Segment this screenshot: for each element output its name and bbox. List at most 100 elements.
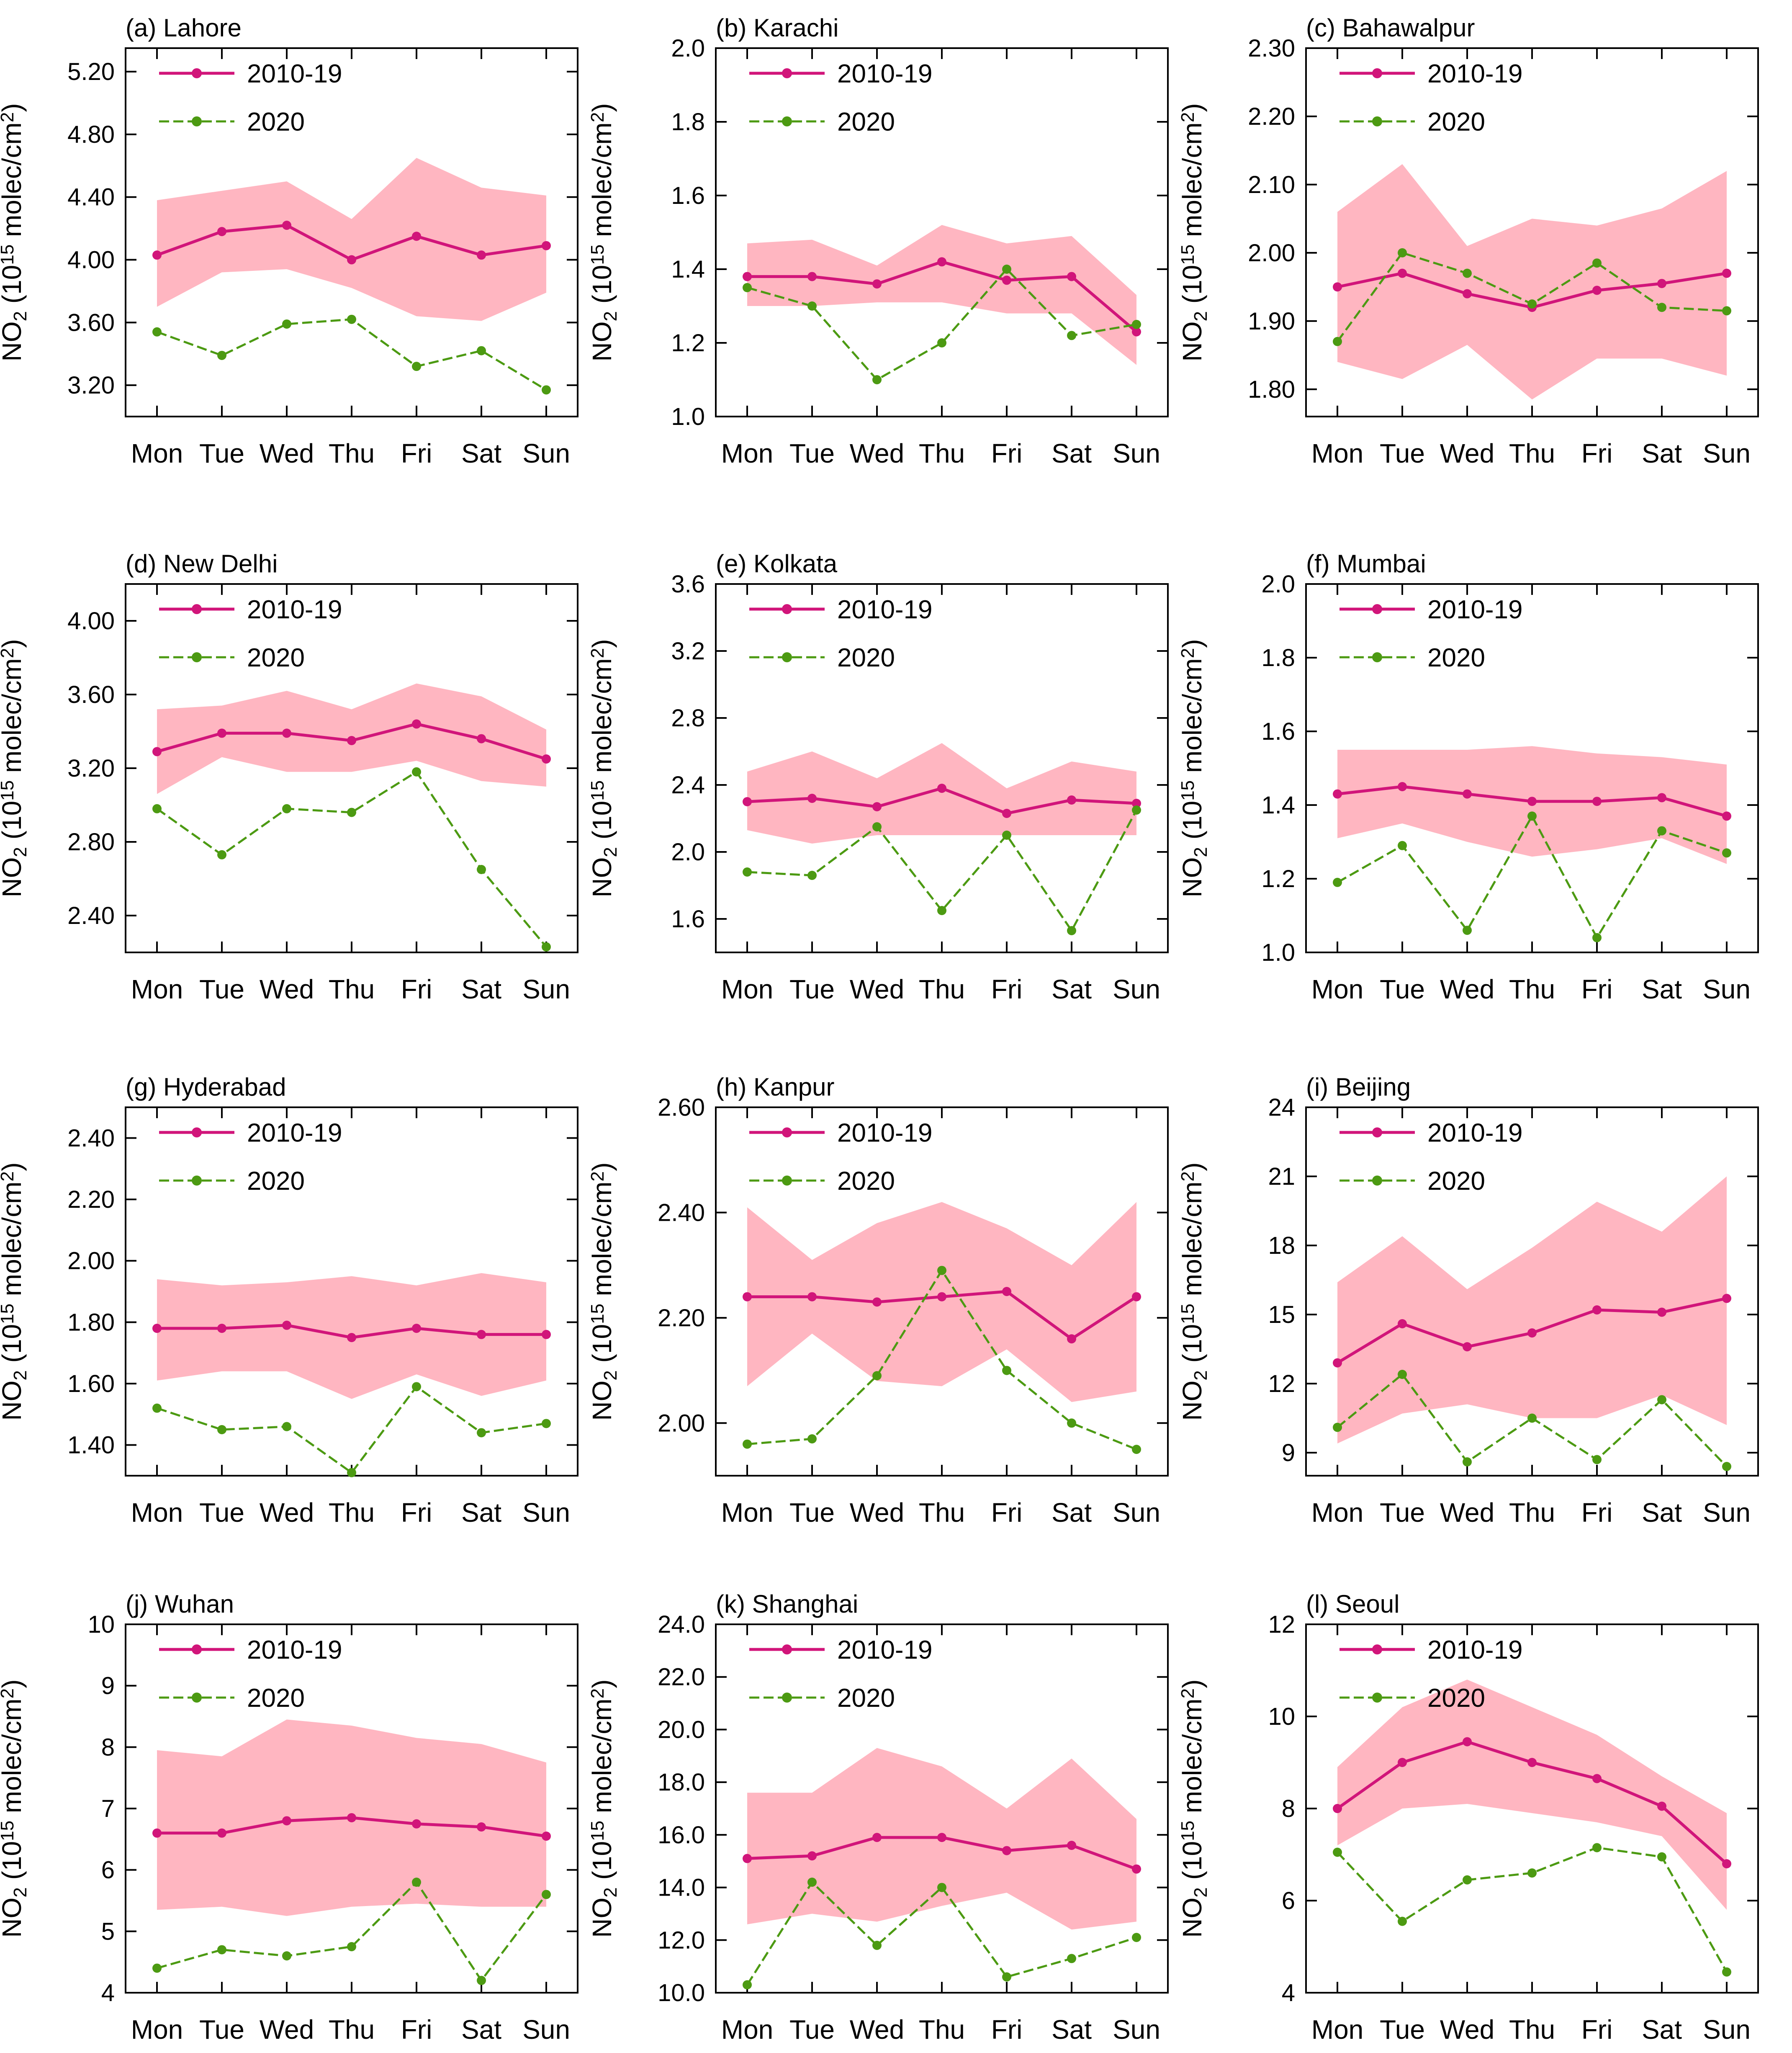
x-tick-label: Thu: [329, 2014, 375, 2045]
data-point-current: [412, 1878, 421, 1887]
legend-label: 2010-19: [247, 1636, 342, 1665]
data-point-current: [807, 1878, 817, 1887]
x-tick-label: Fri: [1581, 2014, 1613, 2045]
data-point-baseline: [1592, 286, 1602, 295]
y-axis-label-part: molec/cm: [587, 1181, 617, 1304]
x-tick-label: Sat: [1052, 438, 1092, 468]
y-axis-label-part: ): [587, 103, 617, 112]
legend-marker: [782, 116, 792, 126]
y-tick-label: 12.0: [658, 1927, 705, 1954]
x-tick-label: Wed: [1440, 438, 1494, 468]
data-point-baseline: [1132, 1864, 1141, 1874]
y-axis-label-part: 15: [1178, 780, 1198, 801]
data-point-baseline: [1463, 789, 1472, 799]
legend-marker: [1372, 1644, 1382, 1654]
y-axis-label-part: 15: [587, 244, 608, 265]
data-point-current: [1398, 1370, 1407, 1379]
y-tick-label: 2.00: [658, 1410, 705, 1437]
data-point-baseline: [1527, 1758, 1537, 1767]
data-point-baseline: [1398, 782, 1407, 791]
y-axis-label-part: 2: [1178, 648, 1198, 658]
legend-label: 2020: [247, 643, 305, 672]
legend-label: 2020: [247, 1684, 305, 1713]
panel-title: (g) Hyderabad: [126, 1073, 286, 1101]
data-point-current: [1722, 1462, 1731, 1471]
panel-2: 1.0 1.2 1.4 1.6 1.8 2.0 Mon Tue Wed Thu Fri Sat Sun (…: [587, 14, 1169, 468]
data-point-current: [347, 808, 356, 817]
data-point-current: [1132, 1933, 1141, 1942]
legend-marker: [782, 1127, 792, 1137]
data-point-current: [1463, 1875, 1472, 1885]
y-tick-label: 8: [101, 1734, 115, 1761]
y-axis-label: NO2 (1015 molec/cm2): [587, 1679, 621, 1937]
spread-band: [747, 1202, 1136, 1402]
x-tick-label: Sat: [461, 974, 501, 1004]
x-tick-label: Mon: [131, 1497, 183, 1528]
legend-marker: [1372, 116, 1382, 126]
data-point-baseline: [1463, 289, 1472, 298]
x-tick-label: Wed: [850, 438, 904, 468]
data-point-current: [1592, 1455, 1602, 1464]
x-tick-label: Tue: [789, 2014, 835, 2045]
data-point-baseline: [1657, 793, 1666, 803]
series-line-current: [156, 770, 547, 948]
y-tick-label: 2.80: [67, 828, 115, 856]
data-point-current: [347, 314, 356, 324]
data-point-baseline: [412, 1819, 421, 1829]
x-tick-label: Sun: [1703, 438, 1751, 468]
x-tick-label: Wed: [850, 974, 904, 1004]
data-point-baseline: [347, 736, 356, 745]
data-point-current: [1067, 331, 1076, 340]
y-axis-label-part: (10: [587, 265, 617, 311]
data-point-current: [542, 1890, 551, 1899]
y-axis-label: NO2 (1015 molec/cm2): [1177, 1679, 1211, 1937]
y-axis-label: NO2 (1015 molec/cm2): [0, 1162, 31, 1420]
y-axis-label-part: 2: [587, 648, 608, 658]
data-point-current: [542, 942, 551, 952]
y-tick-label: 3.60: [67, 681, 115, 708]
x-tick-label: Sun: [522, 1497, 570, 1528]
legend-marker: [192, 1644, 202, 1654]
y-axis-label: NO2 (1015 molec/cm2): [0, 1679, 31, 1937]
y-tick-label: 4.40: [67, 184, 115, 211]
data-point-baseline: [152, 1324, 162, 1333]
legend-marker: [192, 652, 202, 662]
y-axis-label-part: 2: [1178, 112, 1198, 122]
data-point-baseline: [1333, 1804, 1342, 1813]
data-point-baseline: [282, 221, 291, 230]
series-line-current: [157, 1385, 547, 1474]
data-point-baseline: [1657, 1801, 1666, 1811]
y-tick-label: 1.0: [671, 403, 705, 430]
x-tick-label: Wed: [260, 974, 314, 1004]
y-axis-label-part: 2: [600, 847, 621, 857]
legend-label: 2020: [1427, 643, 1485, 672]
panel-7: 1.40 1.60 1.80 2.00 2.20 2.40 Mon Tue Wed Thu Fri S…: [0, 1073, 578, 1528]
y-axis-label-part: ): [1177, 103, 1207, 112]
y-tick-label: 1.40: [67, 1432, 115, 1459]
data-point-current: [1132, 1445, 1141, 1454]
y-axis-label-part: molec/cm: [1177, 658, 1207, 780]
y-tick-label: 10: [1268, 1703, 1295, 1730]
x-tick-label: Thu: [329, 1497, 375, 1528]
y-axis-label-part: 15: [0, 780, 18, 801]
legend-marker: [782, 1176, 792, 1186]
x-tick-label: Tue: [1380, 438, 1425, 468]
data-point-current: [937, 1883, 946, 1892]
legend-marker: [1372, 68, 1382, 78]
y-tick-label: 3.20: [67, 755, 115, 782]
data-point-baseline: [217, 227, 226, 237]
data-point-current: [1527, 1413, 1537, 1423]
x-tick-label: Thu: [919, 974, 965, 1004]
data-point-baseline: [1132, 799, 1141, 808]
x-tick-label: Sat: [1052, 974, 1092, 1004]
data-point-baseline: [1333, 1358, 1342, 1368]
data-point-current: [412, 767, 421, 777]
x-tick-label: Mon: [721, 438, 774, 468]
legend-label: 2020: [837, 108, 895, 136]
x-tick-label: Fri: [401, 1497, 432, 1528]
data-point-baseline: [1333, 789, 1342, 799]
data-point-current: [1592, 1843, 1602, 1852]
data-point-current: [1657, 826, 1666, 836]
data-point-baseline: [1592, 1774, 1602, 1783]
data-point-current: [1333, 1423, 1342, 1432]
